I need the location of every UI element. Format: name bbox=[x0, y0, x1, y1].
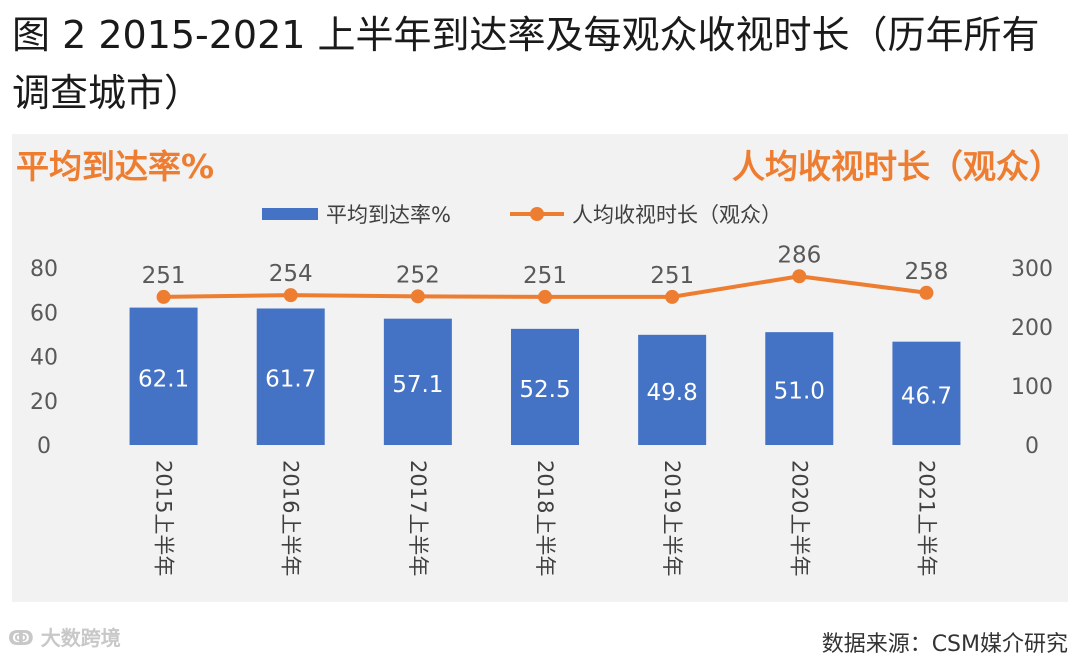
category-label: 2020上半年 bbox=[787, 460, 811, 576]
category-label: 2015上半年 bbox=[152, 460, 176, 576]
bar-value-label: 51.0 bbox=[774, 379, 825, 405]
line-point-2019上半年 bbox=[665, 289, 680, 304]
bar-2019上半年 bbox=[638, 334, 707, 445]
right-axis-tick: 300 bbox=[1011, 257, 1053, 282]
left-axis-tick: 0 bbox=[37, 434, 51, 459]
left-axis-tick: 80 bbox=[30, 257, 58, 282]
bar-value-label: 57.1 bbox=[392, 372, 443, 398]
line-value-label: 252 bbox=[396, 262, 440, 288]
source-note: 数据来源：CSM媒介研究 bbox=[821, 632, 1068, 657]
line-point-2020上半年 bbox=[792, 269, 807, 284]
category-label: 2016上半年 bbox=[279, 460, 303, 576]
bar-value-label: 46.7 bbox=[901, 383, 952, 409]
line-value-label: 258 bbox=[904, 259, 948, 285]
right-axis-tick: 200 bbox=[1011, 316, 1053, 341]
legend-line-marker bbox=[530, 207, 544, 221]
legend-bar-label: 平均到达率% bbox=[326, 203, 451, 227]
right-axis-title: 人均收视时长（观众） bbox=[732, 147, 1062, 186]
category-label: 2019上半年 bbox=[660, 460, 684, 576]
legend-line-label: 人均收视时长（观众） bbox=[572, 203, 782, 227]
bar-value-label: 61.7 bbox=[265, 367, 316, 393]
left-axis-tick: 20 bbox=[30, 390, 58, 415]
right-axis-tick: 0 bbox=[1025, 434, 1039, 459]
legend-bar-swatch bbox=[262, 208, 318, 220]
left-axis-title: 平均到达率% bbox=[16, 147, 215, 186]
bar-2018上半年 bbox=[511, 328, 579, 445]
category-label: 2018上半年 bbox=[533, 460, 557, 576]
page-title: 图 2 2015-2021 上半年到达率及每观众收视时长（历年所有调查城市） bbox=[12, 13, 1040, 115]
category-label: 2017上半年 bbox=[406, 460, 430, 576]
bar-2015上半年 bbox=[129, 307, 198, 445]
bar-value-label: 62.1 bbox=[138, 366, 189, 392]
combo-chart: 0 20 40 60 80 0 100 200 300 平均到达率% 人均收视时长（观众） 62.1 6… bbox=[30, 203, 1053, 576]
line-value-label: 254 bbox=[269, 261, 313, 287]
bar-value-label: 52.5 bbox=[519, 377, 570, 403]
bar-value-label: 49.8 bbox=[647, 380, 698, 406]
chart-panel: 0 20 40 60 80 0 100 200 300 平均到达率% 人均收视时长（观众） 62.1 6… bbox=[12, 134, 1068, 602]
line-point-2018上半年 bbox=[538, 289, 552, 304]
line-value-label: 251 bbox=[142, 263, 186, 289]
watermark: ↂ 大数跨境 bbox=[8, 622, 121, 651]
bar-2016上半年 bbox=[256, 308, 325, 445]
line-value-label: 286 bbox=[777, 242, 821, 268]
category-label: 2021上半年 bbox=[914, 460, 938, 576]
line-value-label: 251 bbox=[650, 263, 694, 289]
line-point-2017上半年 bbox=[410, 289, 425, 304]
bar-2017上半年 bbox=[383, 318, 452, 445]
left-axis-tick: 60 bbox=[30, 301, 58, 326]
watermark-logo-icon: ↂ bbox=[8, 626, 41, 650]
line-point-2015上半年 bbox=[156, 289, 171, 304]
watermark-text: 大数跨境 bbox=[40, 626, 121, 650]
bar-2020上半年 bbox=[765, 332, 834, 445]
bar-2021上半年 bbox=[892, 341, 961, 445]
line-value-label: 251 bbox=[523, 263, 567, 289]
line-point-2016上半年 bbox=[283, 288, 298, 303]
right-axis-tick: 100 bbox=[1011, 375, 1053, 400]
line-point-2021上半年 bbox=[919, 285, 934, 300]
left-axis-tick: 40 bbox=[30, 346, 58, 371]
